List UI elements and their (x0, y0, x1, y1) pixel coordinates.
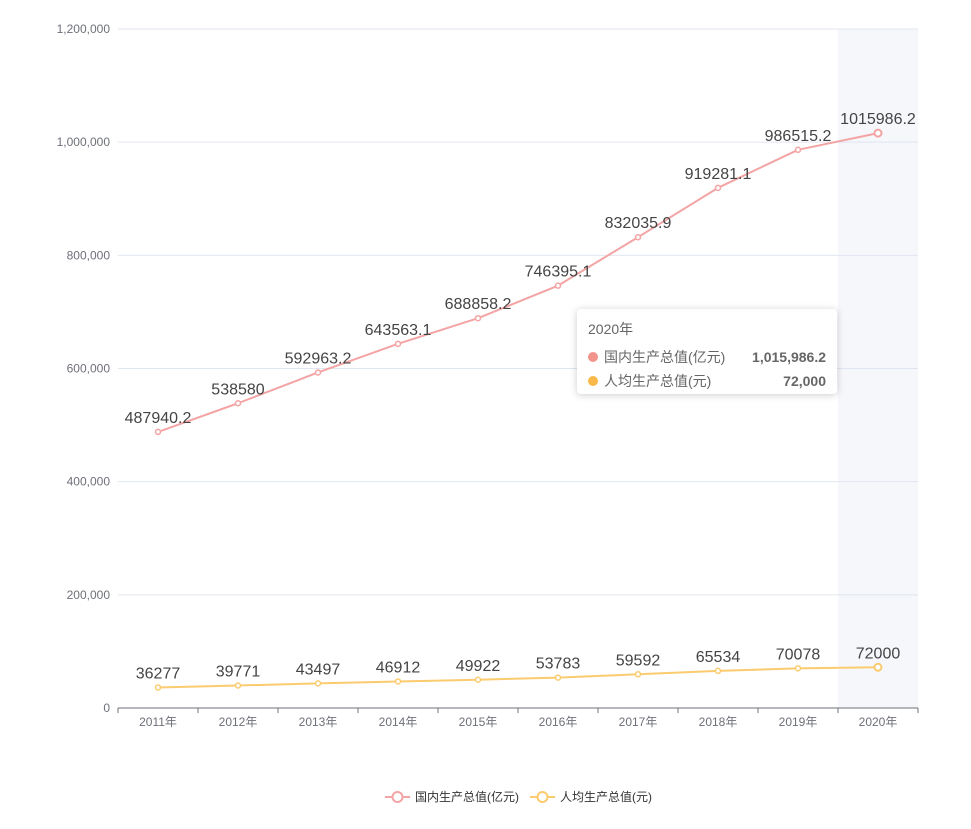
legend-marker-icon (536, 791, 549, 803)
y-tick-label: 1,000,000 (57, 135, 111, 149)
data-point-gdp[interactable] (234, 400, 242, 407)
legend-marker-icon (391, 791, 404, 803)
data-label-gdp: 986515.2 (765, 128, 832, 145)
data-label-per-capita: 53783 (536, 656, 581, 673)
data-point-gdp[interactable] (394, 340, 402, 348)
data-point-per-capita[interactable] (714, 667, 722, 675)
x-tick-label: 2012年 (219, 715, 258, 729)
x-tick-label: 2017年 (619, 715, 658, 729)
data-point-per-capita[interactable] (554, 674, 562, 681)
x-tick-label: 2020年 (859, 715, 898, 729)
series-line-per-capita (157, 666, 879, 689)
x-tick-label: 2019年 (779, 715, 818, 729)
data-label-gdp: 538580 (211, 381, 264, 398)
tooltip-row-name: 国内生产总值(亿元) (604, 349, 726, 365)
x-tick-label: 2016年 (539, 715, 578, 729)
data-label-per-capita: 36277 (136, 665, 181, 682)
data-point-gdp[interactable] (314, 369, 322, 376)
data-label-gdp: 688858.2 (445, 296, 512, 313)
data-point-gdp[interactable] (474, 314, 482, 322)
data-point-gdp[interactable] (873, 128, 883, 138)
data-point-gdp[interactable] (634, 233, 642, 241)
data-point-per-capita[interactable] (234, 682, 242, 689)
data-label-gdp: 592963.2 (285, 350, 352, 367)
legend-label: 国内生产总值(亿元) (415, 789, 519, 804)
tooltip-gdp-dot-icon (588, 352, 598, 362)
data-label-per-capita: 65534 (696, 649, 741, 666)
data-label-per-capita: 46912 (376, 659, 421, 676)
tooltip-per-capita-dot-icon (588, 376, 598, 386)
data-point-per-capita[interactable] (794, 665, 802, 672)
y-tick-label: 200,000 (67, 588, 111, 602)
series-line-gdp (157, 132, 879, 433)
data-label-per-capita: 59592 (616, 652, 661, 669)
data-point-per-capita[interactable] (314, 680, 322, 687)
tooltip-row-name: 人均生产总值(元) (604, 373, 712, 389)
legend-item-gdp[interactable]: 国内生产总值(亿元) (385, 789, 519, 804)
data-label-per-capita: 49922 (456, 658, 501, 675)
y-tick-label: 800,000 (67, 248, 111, 262)
x-tick-label: 2018年 (699, 715, 738, 729)
x-tick-label: 2015年 (459, 715, 498, 729)
data-label-gdp: 919281.1 (685, 166, 752, 183)
tooltip: 2020年 国内生产总值(亿元) 1,015,986.2 人均生产总值(元) 7… (577, 309, 837, 394)
y-tick-label: 1,200,000 (57, 22, 111, 36)
data-point-per-capita[interactable] (394, 678, 402, 685)
data-label-gdp: 643563.1 (365, 322, 432, 339)
x-tick-label: 2011年 (139, 715, 177, 729)
data-label-gdp: 1015986.2 (840, 111, 916, 128)
data-point-per-capita[interactable] (154, 684, 162, 691)
tooltip-row-value: 1,015,986.2 (752, 349, 826, 365)
data-point-gdp[interactable] (714, 184, 722, 192)
tooltip-row-per-capita: 人均生产总值(元) 72,000 (588, 369, 826, 393)
data-label-gdp: 832035.9 (605, 215, 672, 232)
data-label-gdp: 746395.1 (525, 264, 592, 281)
data-label-per-capita: 39771 (216, 663, 261, 680)
data-label-per-capita: 43497 (296, 661, 341, 678)
tooltip-title: 2020年 (588, 321, 634, 337)
data-point-gdp[interactable] (794, 146, 802, 154)
data-label-gdp: 487940.2 (125, 410, 192, 427)
tooltip-row-value: 72,000 (783, 373, 826, 389)
tooltip-row-gdp: 国内生产总值(亿元) 1,015,986.2 (588, 345, 826, 369)
data-label-per-capita: 72000 (856, 645, 901, 662)
legend-item-per-capita[interactable]: 人均生产总值(元) (530, 789, 652, 804)
data-point-per-capita[interactable] (634, 671, 642, 678)
data-label-per-capita: 70078 (776, 646, 821, 663)
data-point-gdp[interactable] (554, 282, 562, 289)
data-point-gdp[interactable] (154, 428, 162, 436)
x-tick-label: 2014年 (379, 715, 418, 729)
data-point-per-capita[interactable] (873, 662, 883, 672)
x-tick-label: 2013年 (299, 715, 338, 729)
y-tick-label: 400,000 (67, 475, 111, 489)
y-tick-label: 0 (103, 701, 110, 715)
legend-label: 人均生产总值(元) (560, 789, 652, 804)
data-point-per-capita[interactable] (474, 676, 482, 684)
y-tick-label: 600,000 (67, 362, 111, 376)
